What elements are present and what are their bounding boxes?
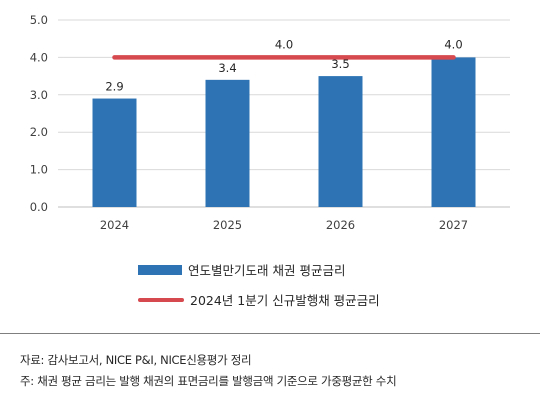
legend-item-bar: 연도별만기도래 채권 평균금리 <box>138 260 345 279</box>
y-tick-label: 2.0 <box>30 125 48 139</box>
data-label: 3.5 <box>331 57 349 71</box>
y-tick-label: 0.0 <box>30 200 48 214</box>
legend-swatch-line <box>138 297 184 302</box>
x-tick-label: 2026 <box>326 218 355 232</box>
bar <box>431 57 476 208</box>
legend-swatch-bar <box>138 264 182 275</box>
legend-label-bar: 연도별만기도래 채권 평균금리 <box>188 263 346 278</box>
y-tick-label: 1.0 <box>30 163 48 177</box>
bar <box>205 79 250 207</box>
footnote: 주: 채권 평균 금리는 발행 채권의 표면금리를 발행금액 기준으로 가중평균… <box>20 374 397 388</box>
y-tick-label: 3.0 <box>30 88 48 102</box>
legend-label-line: 2024년 1분기 신규발행채 평균금리 <box>190 293 380 308</box>
y-tick-label: 4.0 <box>30 50 48 64</box>
x-tick-label: 2027 <box>439 218 468 232</box>
chart-area: 0.0 1.0 2.0 3.0 4.0 5.0 2024 2025 2026 2027 2.9 3… <box>30 13 510 232</box>
legend-item-line: 2024년 1분기 신규발행채 평균금리 <box>138 290 380 309</box>
line-data-label: 4.0 <box>275 37 293 51</box>
data-label: 4.0 <box>444 37 462 51</box>
data-label: 2.9 <box>105 80 123 94</box>
source-note: 자료: 감사보고서, NICE P&I, NICE신용평가 정리 <box>20 353 252 367</box>
x-tick-label: 2024 <box>100 218 129 232</box>
x-tick-label: 2025 <box>213 218 242 232</box>
y-tick-label: 5.0 <box>30 13 48 27</box>
bar <box>318 76 363 207</box>
data-label: 3.4 <box>218 61 236 75</box>
divider <box>0 333 540 334</box>
bar <box>92 98 137 207</box>
